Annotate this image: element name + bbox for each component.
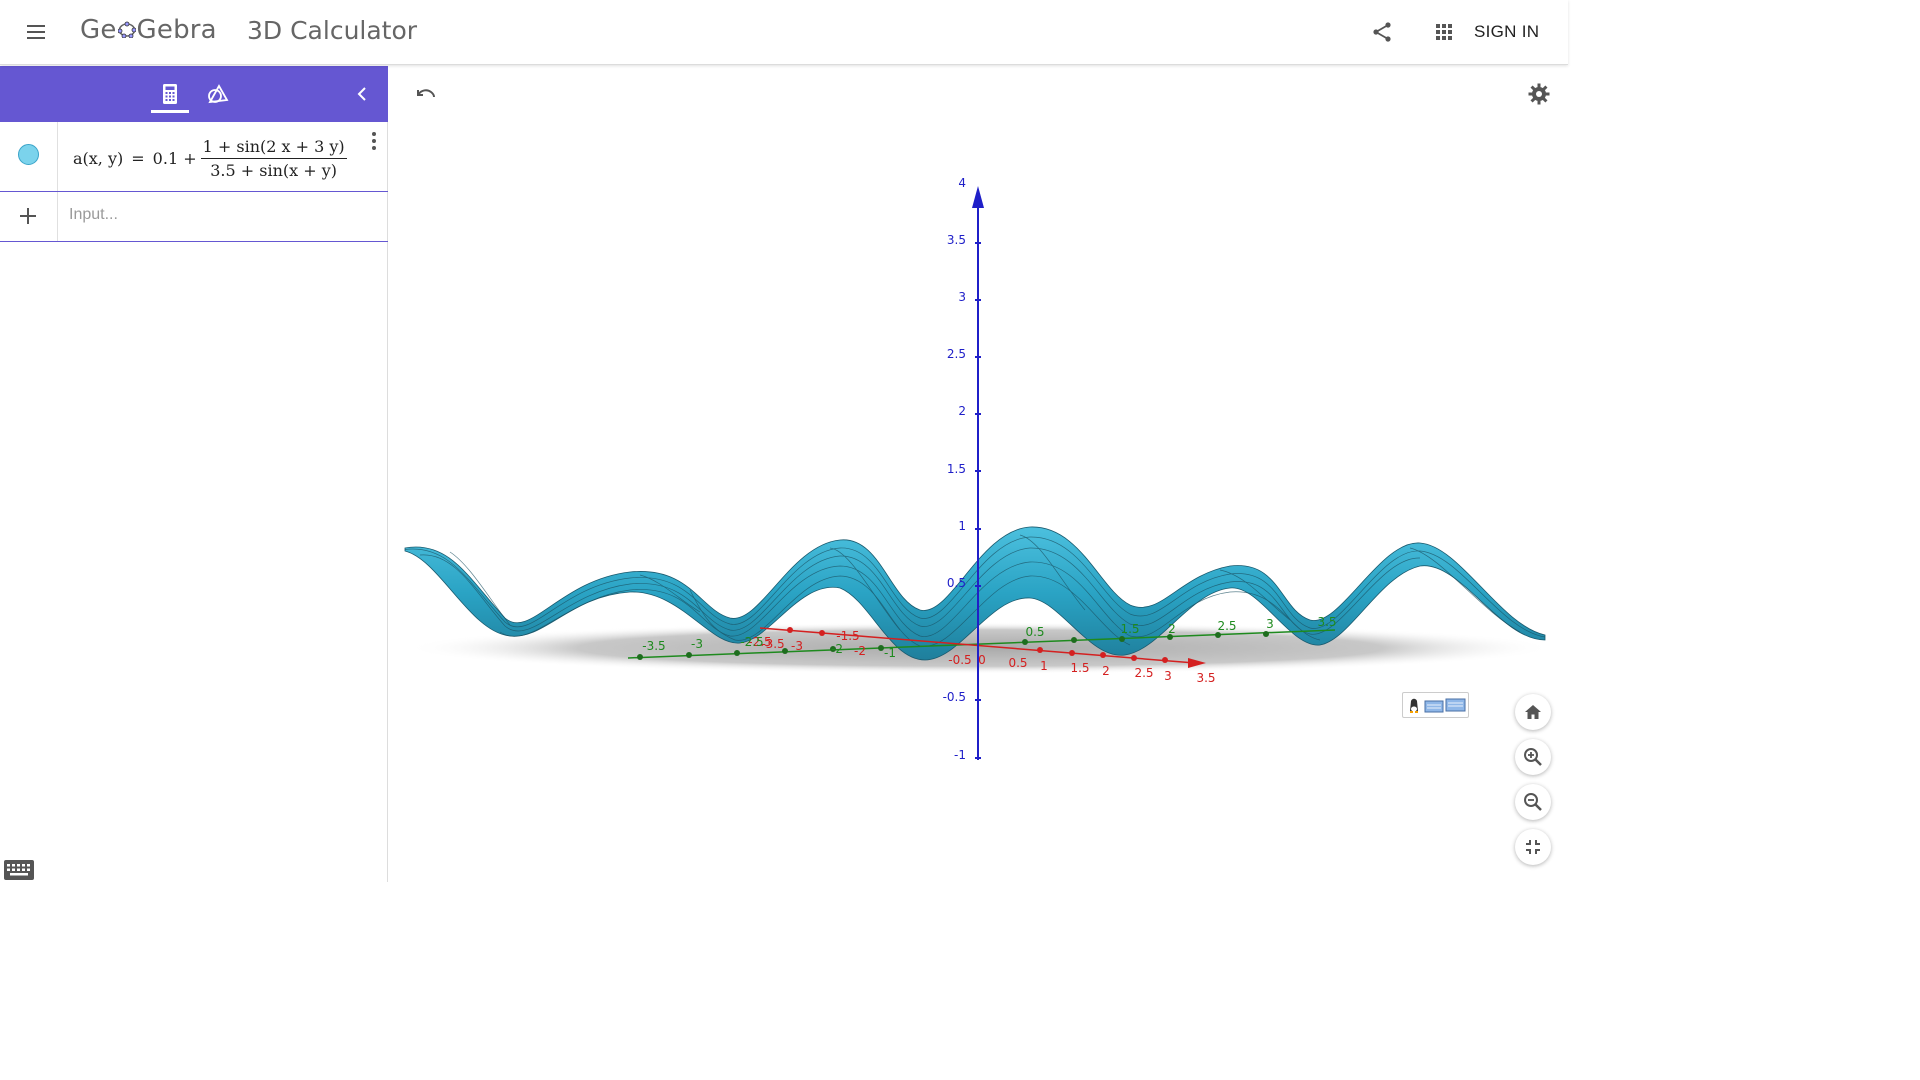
- y-tick-label: 0.5: [1025, 625, 1044, 639]
- share-icon[interactable]: [1370, 20, 1394, 44]
- 3d-scene: 4 3.5 3 2.5 2 1.5 1 0.5 -0.5 -1 -0.5 0 0…: [404, 176, 1555, 762]
- x-tick-label: 2: [1102, 664, 1110, 678]
- formula-fraction: 1 + sin(2 x + 3 y) 3.5 + sin(x + y): [200, 137, 347, 180]
- keyboard-icon[interactable]: [4, 860, 34, 880]
- y-tick-label: 2: [1168, 622, 1176, 636]
- app-header: Ge Gebra 3D Calculator SIGN IN: [0, 0, 1568, 65]
- y-tick-label: 3: [1266, 617, 1274, 631]
- apps-grid-icon[interactable]: [1432, 20, 1456, 44]
- y-tick-label: 1.5: [1120, 622, 1139, 636]
- x-tick-label: 0.5: [1008, 656, 1027, 670]
- z-tick-label: 2: [958, 404, 966, 418]
- sign-in-button[interactable]: SIGN IN: [1474, 22, 1540, 41]
- z-tick-label: 3: [958, 290, 966, 304]
- x-tick-label: 2.5: [1134, 666, 1153, 680]
- visibility-toggle[interactable]: [18, 144, 39, 165]
- gear-icon[interactable]: [1527, 82, 1551, 106]
- visibility-column: [0, 122, 58, 191]
- z-tick-label: 2.5: [947, 347, 966, 361]
- z-tick-label: 4: [958, 176, 966, 190]
- y-tick-label: -1: [884, 646, 896, 660]
- exit-fullscreen-button[interactable]: [1515, 829, 1551, 865]
- add-icon[interactable]: [19, 207, 37, 225]
- algebra-entry-a[interactable]: a(x, y) = 0.1 + 1 + sin(2 x + 3 y) 3.5 +…: [0, 122, 388, 192]
- x-axis-arrow: [1188, 658, 1206, 668]
- y-axis-labels: -3.5 -3 -2.5 -2 -1 0.5 1.5 2 2.5 3 3.5: [642, 615, 1336, 660]
- y-tick-label: -3: [691, 637, 703, 651]
- x-tick-label: 1.5: [1070, 661, 1089, 675]
- function-surface[interactable]: [404, 526, 1546, 661]
- undo-icon[interactable]: [414, 82, 438, 106]
- input-plus-column: [0, 192, 58, 241]
- geometry-tools-icon[interactable]: [206, 82, 230, 106]
- formula-denominator: 3.5 + sin(x + y): [210, 160, 338, 180]
- y-axis-ticks: [637, 631, 1269, 660]
- z-tick-label: 1.5: [947, 462, 966, 476]
- surface-mesh: [404, 534, 1546, 647]
- z-axis-labels: 4 3.5 3 2.5 2 1.5 1 0.5 -0.5 -1: [943, 176, 966, 762]
- x-axis-ticks: [787, 627, 1168, 663]
- x-tick-label: 3: [1164, 669, 1172, 683]
- x-tick-label: 1: [1040, 659, 1048, 673]
- y-tick-label: -2.5: [740, 635, 763, 649]
- y-tick-label: 2.5: [1217, 619, 1236, 633]
- exit-fullscreen-icon: [1526, 840, 1540, 854]
- x-tick-label: -3: [791, 639, 803, 653]
- z-axis-tick-marks: [975, 242, 981, 759]
- more-options-icon[interactable]: [366, 129, 382, 153]
- zoom-in-icon: [1524, 748, 1542, 766]
- formula-prefix: 0.1 +: [152, 148, 197, 168]
- algebra-view: a(x, y) = 0.1 + 1 + sin(2 x + 3 y) 3.5 +…: [0, 66, 388, 882]
- z-axis-arrow: [972, 186, 984, 208]
- geogebra-logo: Ge Gebra: [80, 15, 217, 45]
- x-tick-label: 0: [978, 653, 986, 667]
- function-formula[interactable]: a(x, y) = 0.1 + 1 + sin(2 x + 3 y) 3.5 +…: [73, 136, 347, 180]
- y-tick-label: 3.5: [1317, 615, 1336, 629]
- z-tick-label: -1: [954, 748, 966, 762]
- z-tick-label: -0.5: [943, 690, 966, 704]
- x-tick-label: -1.5: [836, 629, 859, 643]
- z-tick-label: 0.5: [947, 576, 966, 590]
- home-view-button[interactable]: [1515, 694, 1551, 730]
- zoom-out-icon: [1524, 793, 1542, 811]
- hamburger-menu-icon[interactable]: [24, 20, 48, 44]
- z-tick-label: 1: [958, 519, 966, 533]
- formula-equals: =: [131, 148, 145, 168]
- y-tick-label: -3.5: [642, 639, 665, 653]
- y-tick-label: -2: [831, 642, 843, 656]
- formula-lhs: a(x, y): [73, 148, 124, 168]
- zoom-out-button[interactable]: [1515, 784, 1551, 820]
- x-tick-label: -3.5: [761, 637, 784, 651]
- home-icon: [1525, 705, 1541, 719]
- x-tick-label: -2: [854, 644, 866, 658]
- formula-numerator: 1 + sin(2 x + 3 y): [200, 137, 347, 159]
- collapse-panel-icon[interactable]: [352, 84, 372, 104]
- app-title: 3D Calculator: [247, 16, 418, 45]
- active-tab-indicator: [151, 110, 189, 113]
- logo-ellipse-icon: [117, 15, 136, 39]
- x-axis-labels: -0.5 0 0.5 1 1.5 2 2.5 3 3.5 -3.5 -3 -2.…: [748, 629, 1215, 685]
- algebra-input-row[interactable]: Input...: [0, 192, 388, 242]
- virtual-keyboard-icon[interactable]: [1402, 692, 1469, 718]
- x-tick-label: -0.5: [948, 653, 971, 667]
- x-tick-label: -2.5: [748, 635, 771, 649]
- algebra-toolbar: [0, 66, 388, 122]
- x-tick-label: 3.5: [1196, 671, 1215, 685]
- zoom-in-button[interactable]: [1515, 739, 1551, 775]
- z-tick-label: 3.5: [947, 233, 966, 247]
- calculator-icon[interactable]: [158, 82, 182, 106]
- algebra-input[interactable]: Input...: [69, 206, 118, 223]
